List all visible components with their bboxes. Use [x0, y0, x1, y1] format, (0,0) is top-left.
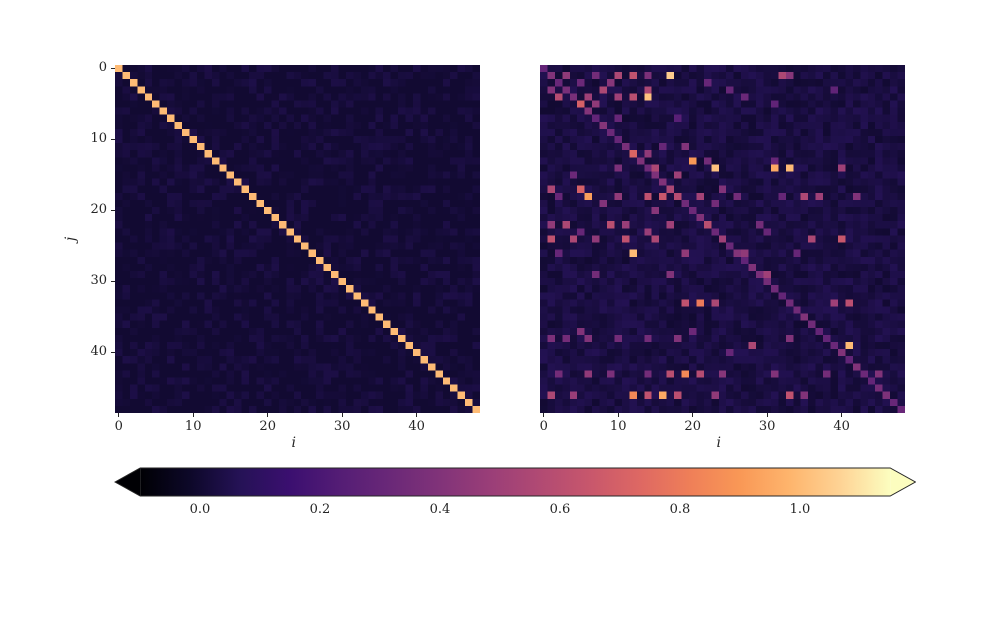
figure: 010203040010203040ij 010203040i 0.00.20.… [0, 0, 1000, 618]
colorbar-tick-label: 0.0 [188, 502, 212, 517]
colorbar-tick-label: 1.0 [788, 502, 812, 517]
colorbar-tick-label: 0.2 [308, 502, 332, 517]
colorbar-tick-label: 0.6 [548, 502, 572, 517]
colorbar-tick-label: 0.4 [428, 502, 452, 517]
colorbar-tick-label: 0.8 [668, 502, 692, 517]
colorbar: 0.0 0.2 0.4 0.6 0.8 1.0 [0, 0, 1000, 618]
colorbar-svg [114, 467, 916, 497]
